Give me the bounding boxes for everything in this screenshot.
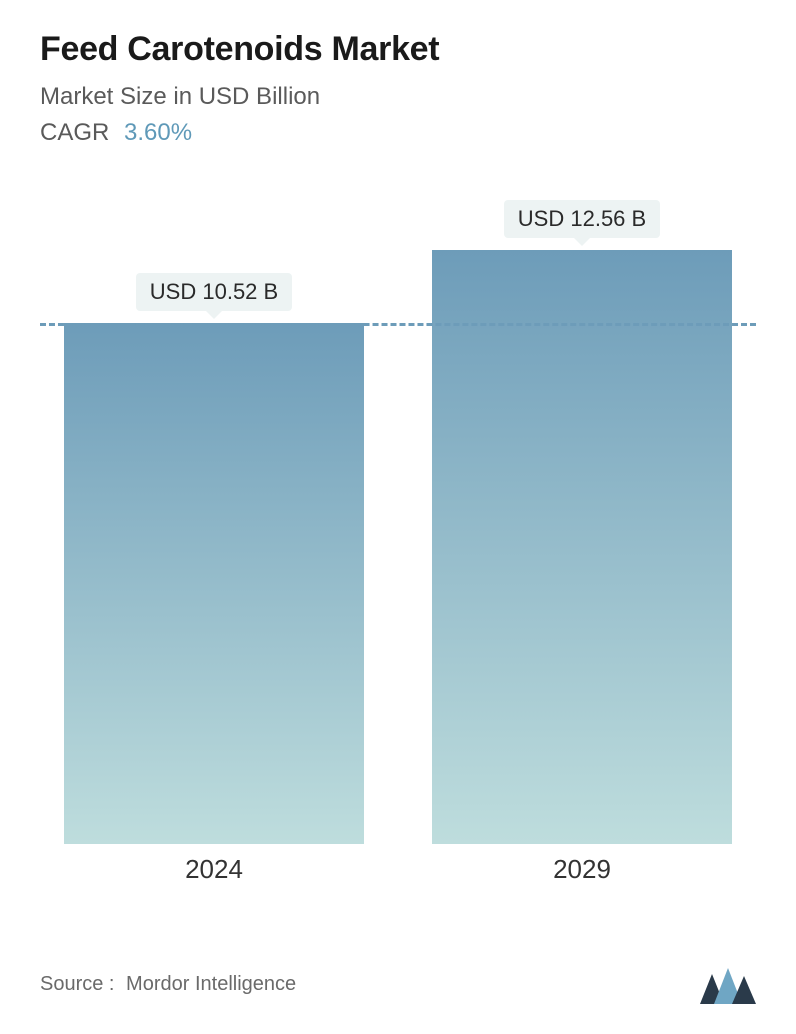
cagr-row: CAGR 3.60% xyxy=(40,119,756,147)
bar-column: USD 12.56 B xyxy=(432,200,732,844)
bars-wrap: USD 10.52 B USD 12.56 B xyxy=(40,200,756,844)
x-axis-label: 2024 xyxy=(64,844,364,894)
x-axis-label: 2029 xyxy=(432,844,732,894)
bar-rect xyxy=(432,250,732,844)
bar-rect xyxy=(64,323,364,844)
source-label: Source : xyxy=(40,973,114,995)
bar-value-chip: USD 12.56 B xyxy=(504,200,660,238)
reference-dashed-line xyxy=(40,323,756,326)
footer: Source : Mordor Intelligence xyxy=(40,964,756,1004)
chart-subtitle: Market Size in USD Billion xyxy=(40,83,756,111)
cagr-label: CAGR xyxy=(40,119,109,146)
mordor-logo-icon xyxy=(700,964,756,1004)
source-text: Source : Mordor Intelligence xyxy=(40,973,296,996)
chart-area: USD 10.52 B USD 12.56 B 2024 2029 xyxy=(40,200,756,894)
cagr-value: 3.60% xyxy=(124,119,192,146)
bar-value-chip: USD 10.52 B xyxy=(136,273,292,311)
source-name: Mordor Intelligence xyxy=(126,973,296,995)
x-axis-labels: 2024 2029 xyxy=(40,844,756,894)
chart-container: Feed Carotenoids Market Market Size in U… xyxy=(0,0,796,1034)
bar-column: USD 10.52 B xyxy=(64,200,364,844)
chart-title: Feed Carotenoids Market xyxy=(40,30,756,69)
